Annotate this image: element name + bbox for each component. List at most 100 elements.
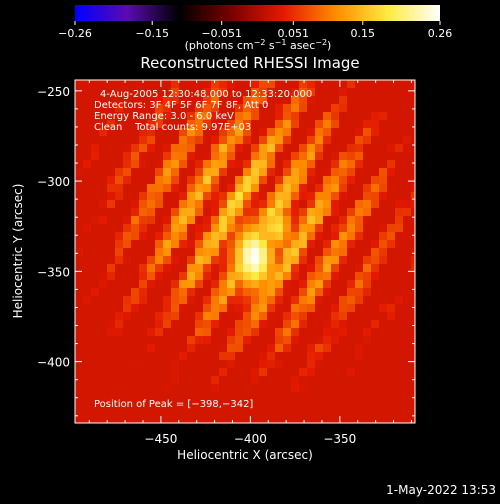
heatmap-cell <box>195 96 203 104</box>
heatmap-cell <box>179 312 187 320</box>
heatmap-cell <box>275 320 283 328</box>
heatmap-cell <box>171 168 179 176</box>
heatmap-cell <box>299 104 307 112</box>
heatmap-cell <box>323 280 331 288</box>
heatmap-cell <box>411 416 415 423</box>
heatmap-cell <box>83 376 91 384</box>
heatmap-cell <box>355 240 363 248</box>
heatmap-cell <box>115 144 123 152</box>
x-tick-label: −450 <box>144 432 177 446</box>
heatmap-cell <box>411 360 415 368</box>
heatmap-cell <box>75 392 83 400</box>
heatmap-cell <box>83 384 91 392</box>
heatmap-cell <box>179 104 187 112</box>
heatmap-cell <box>411 120 415 128</box>
heatmap-cell <box>243 184 251 192</box>
heatmap-cell <box>235 376 243 384</box>
heatmap-cell <box>243 352 251 360</box>
heatmap-cell <box>131 264 139 272</box>
heatmap-cell <box>83 224 91 232</box>
heatmap-cell <box>115 360 123 368</box>
heatmap-cell <box>251 136 259 144</box>
heatmap-cell <box>83 264 91 272</box>
heatmap-cell <box>147 112 155 120</box>
heatmap-cell <box>267 256 275 264</box>
heatmap-cell <box>395 392 403 400</box>
heatmap-cell <box>363 240 371 248</box>
heatmap-cell <box>339 264 347 272</box>
heatmap-cell <box>155 336 163 344</box>
heatmap-cell <box>387 320 395 328</box>
heatmap-cell <box>227 312 235 320</box>
heatmap-cell <box>339 272 347 280</box>
heatmap-cell <box>323 272 331 280</box>
heatmap-cell <box>379 352 387 360</box>
heatmap-cell <box>139 288 147 296</box>
heatmap-cell <box>139 160 147 168</box>
heatmap-cell <box>155 240 163 248</box>
heatmap-cell <box>387 192 395 200</box>
heatmap-cell <box>107 312 115 320</box>
heatmap-cell <box>203 376 211 384</box>
heatmap-cell <box>283 160 291 168</box>
heatmap-cell <box>395 384 403 392</box>
heatmap-cell <box>387 336 395 344</box>
heatmap-cell <box>83 176 91 184</box>
heatmap-cell <box>147 88 155 96</box>
heatmap-cell <box>243 152 251 160</box>
heatmap-cell <box>75 408 83 416</box>
heatmap-cell <box>323 224 331 232</box>
heatmap-cell <box>179 400 187 408</box>
heatmap-cell <box>75 256 83 264</box>
heatmap-cell <box>355 216 363 224</box>
heatmap-cell <box>203 232 211 240</box>
heatmap-cell <box>219 368 227 376</box>
heatmap-cell <box>307 320 315 328</box>
heatmap-cell <box>227 360 235 368</box>
heatmap-cell <box>211 256 219 264</box>
heatmap-cell <box>99 288 107 296</box>
heatmap-cell <box>403 336 411 344</box>
heatmap-cell <box>267 88 275 96</box>
annotation-time: 4-Aug-2005 12:30:48.000 to 12:33:20.000 <box>100 89 312 100</box>
heatmap-cell <box>83 336 91 344</box>
heatmap-cell <box>347 304 355 312</box>
heatmap-cell <box>411 160 415 168</box>
heatmap-cell <box>187 408 195 416</box>
heatmap-cell <box>219 192 227 200</box>
heatmap-cell <box>91 184 99 192</box>
heatmap-cell <box>147 272 155 280</box>
heatmap-cell <box>131 144 139 152</box>
heatmap-cell <box>299 376 307 384</box>
heatmap-cell <box>139 304 147 312</box>
heatmap-cell <box>363 96 371 104</box>
heatmap-cell <box>307 272 315 280</box>
heatmap-cell <box>211 136 219 144</box>
heatmap-cell <box>291 336 299 344</box>
heatmap-cell <box>323 128 331 136</box>
heatmap-cell <box>131 208 139 216</box>
heatmap-cell <box>323 208 331 216</box>
heatmap-cell <box>171 376 179 384</box>
heatmap-cell <box>139 376 147 384</box>
heatmap-cell <box>115 80 123 88</box>
heatmap-cell <box>339 88 347 96</box>
heatmap-cell <box>251 296 259 304</box>
heatmap-cell <box>75 88 83 96</box>
heatmap-cell <box>139 200 147 208</box>
heatmap-cell <box>347 400 355 408</box>
heatmap-cell <box>235 248 243 256</box>
heatmap-cell <box>379 312 387 320</box>
heatmap-cell <box>347 256 355 264</box>
heatmap-cell <box>299 384 307 392</box>
heatmap-cell <box>195 224 203 232</box>
heatmap-cell <box>315 224 323 232</box>
heatmap-cell <box>315 328 323 336</box>
heatmap-cell <box>171 216 179 224</box>
heatmap-cell <box>187 416 195 423</box>
heatmap-cell <box>203 368 211 376</box>
heatmap-cell <box>403 112 411 120</box>
heatmap-cell <box>259 128 267 136</box>
heatmap-cell <box>267 320 275 328</box>
